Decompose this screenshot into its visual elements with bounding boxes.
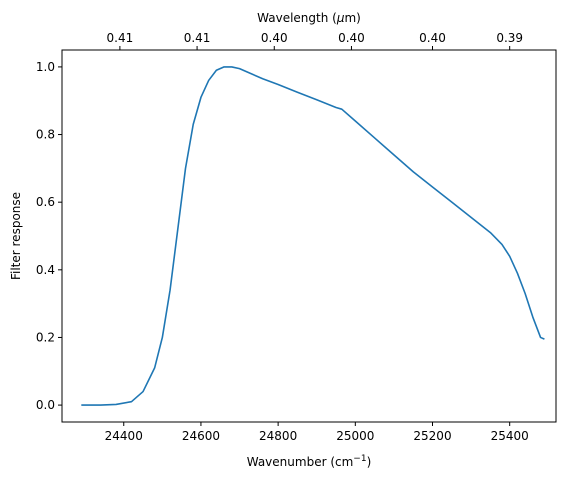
y-tick-label: 1.0 [36, 60, 55, 74]
plot-area [61, 49, 557, 423]
y-tick-label: 0.2 [36, 330, 55, 344]
top-tick-label: 0.41 [107, 31, 134, 45]
y-axis-ticks: 0.0 0.2 0.4 0.6 0.8 1.0 [36, 60, 62, 412]
y-tick-label: 0.4 [36, 263, 55, 277]
y-axis-label: Filter response [9, 192, 23, 280]
top-axis-ticks: 0.41 0.41 0.40 0.40 0.40 0.39 [107, 31, 523, 50]
series-line [81, 66, 545, 406]
x-axis-label: Wavenumber (cm−1) [247, 454, 372, 469]
x-tick-label: 24400 [105, 429, 143, 443]
top-tick-label: 0.40 [419, 31, 446, 45]
x-tick-label: 25200 [413, 429, 451, 443]
top-axis-label: Wavelength (μm) [257, 11, 361, 25]
x-tick-label: 24800 [259, 429, 297, 443]
y-tick-label: 0.0 [36, 398, 55, 412]
x-tick-label: 25400 [491, 429, 529, 443]
y-tick-label: 0.6 [36, 195, 55, 209]
y-tick-label: 0.8 [36, 128, 55, 142]
top-tick-label: 0.40 [338, 31, 365, 45]
x-tick-label: 24600 [182, 429, 220, 443]
top-tick-label: 0.39 [496, 31, 523, 45]
x-axis-ticks: 24400 24600 24800 25000 25200 25400 [105, 422, 529, 443]
x-tick-label: 25000 [336, 429, 374, 443]
top-tick-label: 0.40 [261, 31, 288, 45]
series-layer [81, 66, 545, 406]
top-tick-label: 0.41 [184, 31, 211, 45]
